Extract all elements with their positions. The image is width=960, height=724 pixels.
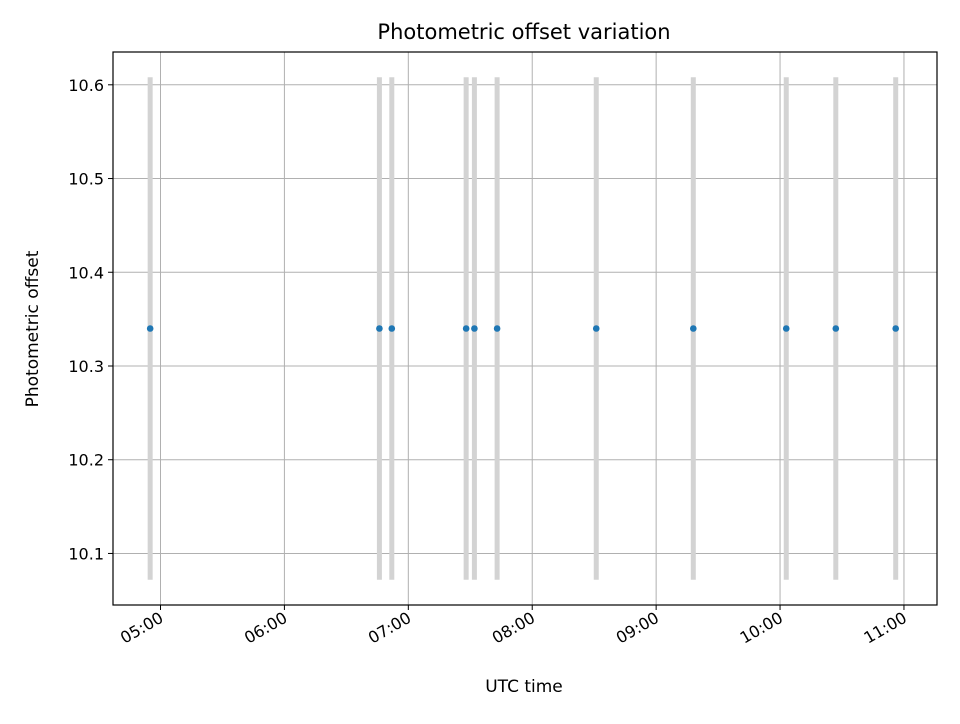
x-axis-label: UTC time [485,677,563,697]
grid-lines [113,52,937,605]
y-tick-label: 10.5 [68,170,104,189]
data-point [832,325,840,332]
y-axis-label: Photometric offset [23,250,43,407]
y-axis-ticks: 10.1 10.2 10.3 10.4 10.5 10.6 [68,76,113,563]
y-tick-label: 10.3 [68,357,104,376]
chart-title: Photometric offset variation [377,20,670,44]
data-point [376,325,383,332]
x-tick-label: 06:00 [241,608,290,648]
data-point [690,325,697,332]
x-tick-label: 07:00 [365,608,414,648]
x-tick-label: 10:00 [737,608,786,648]
data-point [782,325,790,332]
data-point [493,325,501,332]
x-tick-label: 09:00 [613,608,662,648]
data-point [471,325,478,332]
data-points [146,325,899,332]
y-tick-label: 10.2 [68,451,104,470]
x-axis-ticks: 05:00 06:00 07:00 08:00 09:00 10:00 11:00 [117,605,910,648]
axes-frame [112,51,938,606]
y-tick-label: 10.4 [68,263,104,282]
data-point [892,325,899,332]
data-point [462,325,470,332]
y-tick-label: 10.1 [68,544,104,563]
data-point [388,325,396,332]
x-tick-label: 08:00 [489,608,538,648]
data-point [592,325,600,332]
x-tick-label: 11:00 [861,608,910,648]
y-tick-label: 10.6 [68,76,104,95]
data-point [146,325,154,332]
x-tick-label: 05:00 [117,608,166,648]
